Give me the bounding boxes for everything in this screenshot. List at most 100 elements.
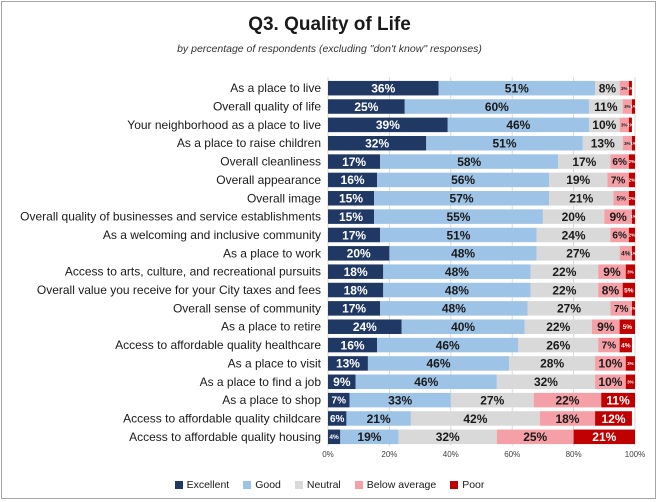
bar-segment — [340, 429, 399, 445]
bar-segment — [622, 282, 635, 298]
data-label: 15% — [339, 210, 363, 224]
data-label: 48% — [445, 283, 469, 297]
bar-segment — [349, 392, 451, 408]
bar-segment — [401, 319, 525, 334]
stacked-bar-chart: As a place to live Overall quality of lif… — [20, 77, 645, 459]
gridlines — [327, 77, 636, 446]
bar-segment — [625, 264, 635, 279]
bar-segment — [380, 154, 559, 169]
bar-segment — [328, 374, 356, 390]
bar-segment — [628, 191, 635, 206]
x-tick-label: 40% — [443, 450, 459, 459]
bar-segment — [374, 191, 550, 206]
legend-label: Good — [255, 479, 281, 491]
data-label: 27% — [557, 302, 581, 316]
legend-label: Below average — [366, 479, 437, 491]
bar-segment — [524, 319, 593, 334]
data-label: 2% — [629, 233, 636, 238]
bar-segment — [598, 282, 623, 298]
data-label: 7% — [332, 396, 347, 407]
bar-segment — [622, 99, 632, 114]
bar-segment — [447, 117, 589, 133]
bar-segment — [328, 392, 350, 408]
bar-segment — [610, 154, 629, 169]
x-tick-label: 80% — [566, 450, 582, 459]
data-label: 9% — [603, 265, 621, 279]
category-label: As a place to work — [223, 246, 322, 260]
bar-segment — [549, 191, 614, 206]
category-label: As a place to raise children — [177, 136, 321, 150]
data-label: 46% — [427, 357, 451, 371]
data-label: 16% — [341, 173, 365, 187]
category-label: Overall quality of businesses and servic… — [20, 210, 321, 224]
data-label: 25% — [523, 430, 547, 444]
category-label: As a welcoming and inclusive community — [103, 228, 321, 242]
data-label: 17% — [342, 228, 366, 242]
category-labels: As a place to live Overall quality of lif… — [20, 81, 322, 444]
bar-segment — [328, 356, 368, 371]
x-tick-label: 0% — [322, 450, 334, 459]
data-label: 2% — [629, 159, 636, 164]
bar-segment — [595, 411, 632, 426]
data-label: 17% — [572, 155, 596, 169]
data-label: 9% — [333, 375, 351, 389]
bar-segment — [628, 80, 632, 96]
category-label: Overall value you receive for your City … — [37, 283, 321, 297]
bar-segment — [598, 264, 626, 279]
bar-segment — [377, 172, 550, 188]
bar-segment — [631, 301, 635, 316]
bar-segment — [346, 411, 411, 426]
data-label: 46% — [436, 338, 460, 352]
bar-segment — [328, 301, 381, 316]
bar-segment — [328, 154, 381, 169]
data-label: 22% — [555, 393, 579, 407]
data-label: 2% — [629, 178, 636, 183]
category-label: Overall quality of life — [213, 100, 321, 114]
data-label: 8% — [602, 283, 620, 297]
category-label: As a place to visit — [228, 356, 322, 370]
bar-segment — [328, 264, 384, 279]
x-tick-label: 100% — [625, 450, 645, 459]
bar-segment — [631, 209, 635, 224]
bar-segment — [367, 356, 510, 371]
data-label: 25% — [354, 100, 378, 114]
data-label: 22% — [552, 283, 576, 297]
data-label: 58% — [457, 155, 481, 169]
legend: Excellent Good Neutral Below average Poor — [0, 479, 659, 491]
bar-segment — [328, 99, 405, 114]
bar-segment — [328, 337, 378, 353]
data-label: 21% — [592, 430, 616, 444]
data-label: 3% — [627, 361, 634, 366]
data-label: 51% — [505, 81, 529, 95]
data-label: 13% — [336, 357, 360, 371]
data-label: 5% — [623, 324, 633, 331]
data-label: 24% — [562, 228, 586, 242]
data-label: 22% — [552, 265, 576, 279]
legend-item: Excellent — [174, 479, 229, 491]
bar-segment — [328, 411, 347, 426]
legend-label: Poor — [462, 479, 485, 491]
legend-swatch — [354, 481, 363, 489]
legend-item: Neutral — [294, 479, 341, 491]
bar-segment — [383, 282, 531, 298]
bar-segment — [328, 191, 375, 206]
x-tick-label: 60% — [504, 450, 520, 459]
data-label: 8% — [599, 81, 617, 95]
data-label: 18% — [555, 412, 579, 426]
bar-segment — [631, 99, 635, 114]
category-label: Access to affordable quality healthcare — [115, 338, 321, 352]
data-label: 3% — [627, 379, 634, 384]
data-label: 48% — [445, 265, 469, 279]
bar-segment — [588, 99, 623, 114]
data-label: 46% — [506, 118, 530, 132]
bar-segment — [619, 80, 629, 96]
chart-title: Q3. Quality of Life — [248, 14, 411, 35]
data-label: 51% — [446, 228, 470, 242]
data-label: 16% — [341, 338, 365, 352]
bar-segment — [582, 135, 623, 151]
data-label: 12% — [601, 412, 625, 426]
bars: 36% 51% 8% 3% 1%25% 60% 11% 3% 1%39% 46% 10% 3% 1%32… — [328, 80, 637, 445]
bar-segment — [328, 209, 375, 224]
data-label: 9% — [597, 320, 615, 334]
data-label: 7% — [614, 304, 629, 315]
